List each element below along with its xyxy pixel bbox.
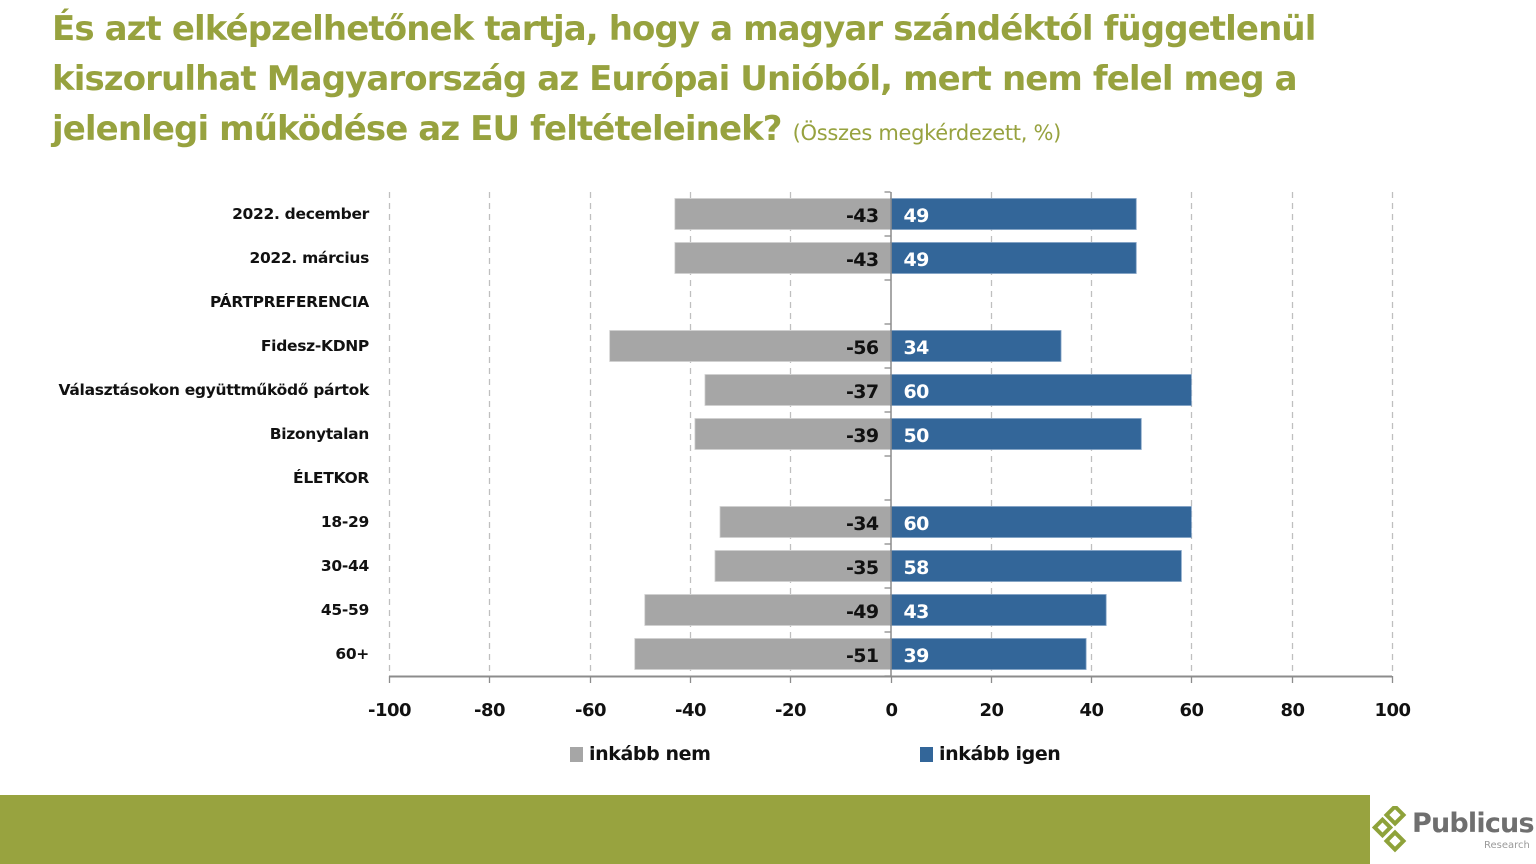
data-label-inkabb-nem: -34 bbox=[846, 513, 879, 535]
category-label: Választásokon együttműködő pártok bbox=[59, 381, 370, 399]
x-tick-label: 60 bbox=[1179, 700, 1203, 721]
data-label-inkabb-igen: 58 bbox=[904, 557, 930, 579]
category-label: 18-29 bbox=[321, 513, 369, 531]
category-label: 60+ bbox=[335, 645, 369, 663]
x-tick-label: -40 bbox=[675, 700, 706, 721]
bar-inkabb-igen bbox=[890, 550, 1182, 582]
legend-label-negative: inkább nem bbox=[589, 743, 711, 765]
axes bbox=[388, 191, 1394, 683]
bar-inkabb-igen bbox=[890, 374, 1192, 406]
data-label-inkabb-igen: 60 bbox=[904, 513, 930, 535]
category-label: 30-44 bbox=[321, 557, 370, 575]
category-labels: 2022. december 2022. március PÁRTPREFERENC… bbox=[59, 205, 371, 663]
bar-inkabb-igen bbox=[890, 594, 1107, 626]
bar-inkabb-igen bbox=[890, 330, 1062, 362]
title-line-2: kiszorulhat Magyarország az Európai Unió… bbox=[52, 59, 1298, 99]
data-label-inkabb-igen: 39 bbox=[904, 645, 929, 667]
bar-inkabb-nem bbox=[634, 638, 891, 670]
data-label-inkabb-nem: -56 bbox=[846, 337, 879, 359]
x-tick-label: 20 bbox=[979, 700, 1003, 721]
bar-inkabb-nem bbox=[704, 374, 891, 406]
bar-inkabb-nem bbox=[609, 330, 891, 362]
title-line-3: jelenlegi működése az EU feltételeinek? bbox=[52, 109, 783, 149]
data-label-inkabb-igen: 49 bbox=[904, 205, 929, 227]
data-label-inkabb-igen: 60 bbox=[904, 381, 930, 403]
data-label-inkabb-nem: -37 bbox=[846, 381, 879, 403]
title-line-1: És azt elképzelhetőnek tartja, hogy a ma… bbox=[52, 9, 1316, 49]
bar-inkabb-nem bbox=[674, 242, 891, 274]
bars: -43 49 -43 49 -56 34 -37 60 -39 50 -34 60 -35 58 -49 43… bbox=[609, 198, 1192, 670]
legend-item-positive: inkább igen bbox=[920, 743, 1061, 765]
category-label: 45-59 bbox=[321, 601, 369, 619]
category-label: 2022. március bbox=[249, 249, 369, 267]
data-label-inkabb-igen: 50 bbox=[904, 425, 930, 447]
legend-item-negative: inkább nem bbox=[570, 743, 711, 765]
x-tick-labels: -100 -80 -60 -40 -20 0 20 40 60 80 100 bbox=[368, 700, 1411, 721]
logo-diamonds-icon bbox=[1372, 806, 1407, 853]
x-tick-label: 80 bbox=[1280, 700, 1304, 721]
data-label-inkabb-igen: 34 bbox=[904, 337, 930, 359]
bar-inkabb-igen bbox=[890, 638, 1087, 670]
x-tick-label: 0 bbox=[885, 700, 897, 721]
data-label-inkabb-nem: -49 bbox=[846, 601, 879, 623]
data-label-inkabb-nem: -35 bbox=[846, 557, 879, 579]
bar-inkabb-igen bbox=[890, 418, 1142, 450]
slide-title: És azt elképzelhetőnek tartja, hogy a ma… bbox=[52, 4, 1492, 158]
legend-label-positive: inkább igen bbox=[939, 743, 1061, 765]
logo-wordmark: Publicus bbox=[1412, 808, 1535, 839]
category-label: Bizonytalan bbox=[270, 425, 369, 443]
legend-swatch-positive bbox=[920, 746, 933, 762]
x-tick-label: -80 bbox=[474, 700, 505, 721]
title-subtitle: (Összes megkérdezett, %) bbox=[792, 121, 1062, 145]
bar-inkabb-igen bbox=[890, 506, 1192, 538]
category-label: ÉLETKOR bbox=[293, 468, 369, 487]
data-label-inkabb-nem: -43 bbox=[846, 249, 879, 271]
bar-inkabb-nem bbox=[714, 550, 891, 582]
category-label: Fidesz-KDNP bbox=[261, 337, 369, 355]
data-label-inkabb-igen: 49 bbox=[904, 249, 929, 271]
x-tick-label: -20 bbox=[775, 700, 806, 721]
x-tick-label: 40 bbox=[1079, 700, 1103, 721]
bar-inkabb-nem bbox=[644, 594, 891, 626]
x-tick-label: -100 bbox=[368, 700, 411, 721]
category-label: PÁRTPREFERENCIA bbox=[210, 292, 369, 311]
bar-inkabb-nem bbox=[719, 506, 891, 538]
bar-inkabb-nem bbox=[694, 418, 891, 450]
bar-inkabb-nem bbox=[674, 198, 891, 230]
data-label-inkabb-igen: 43 bbox=[904, 601, 929, 623]
category-label: 2022. december bbox=[232, 205, 370, 223]
publicus-logo: Publicus Research bbox=[1372, 806, 1536, 860]
x-tick-label: -60 bbox=[575, 700, 606, 721]
data-label-inkabb-nem: -51 bbox=[846, 645, 879, 667]
footer-bar bbox=[0, 795, 1370, 864]
legend-swatch-negative bbox=[570, 746, 583, 762]
data-label-inkabb-nem: -39 bbox=[846, 425, 879, 447]
data-label-inkabb-nem: -43 bbox=[846, 205, 879, 227]
logo-subtext: Research bbox=[1484, 840, 1530, 851]
x-tick-label: 100 bbox=[1374, 700, 1410, 721]
